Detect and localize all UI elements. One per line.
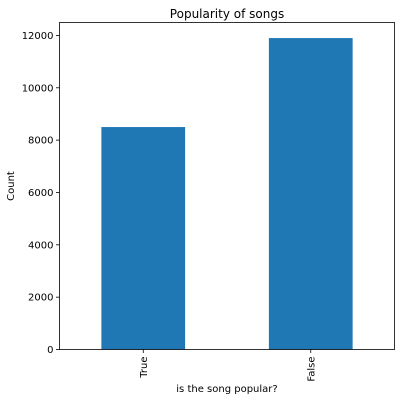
chart-title: Popularity of songs: [170, 7, 284, 21]
bar-true: [101, 127, 186, 350]
y-axis-ticks: 0 2000 4000 6000 8000 10000 12000: [22, 31, 60, 356]
bar-false: [268, 38, 353, 350]
x-axis-ticks: True False: [139, 349, 317, 382]
y-tick-label: 0: [47, 345, 53, 356]
y-tick-label: 6000: [28, 188, 53, 199]
y-axis-label: Count: [6, 171, 17, 201]
x-tick-label: False: [306, 357, 317, 382]
plot-frame: [59, 22, 395, 350]
x-axis-label: is the song popular?: [176, 384, 277, 395]
y-tick-label: 4000: [28, 240, 53, 251]
bars-group: [101, 38, 353, 350]
x-tick-label: True: [139, 357, 150, 379]
y-tick-label: 12000: [22, 31, 54, 42]
y-tick-label: 2000: [28, 293, 53, 304]
y-tick-label: 10000: [22, 83, 54, 94]
y-tick-label: 8000: [28, 136, 53, 147]
